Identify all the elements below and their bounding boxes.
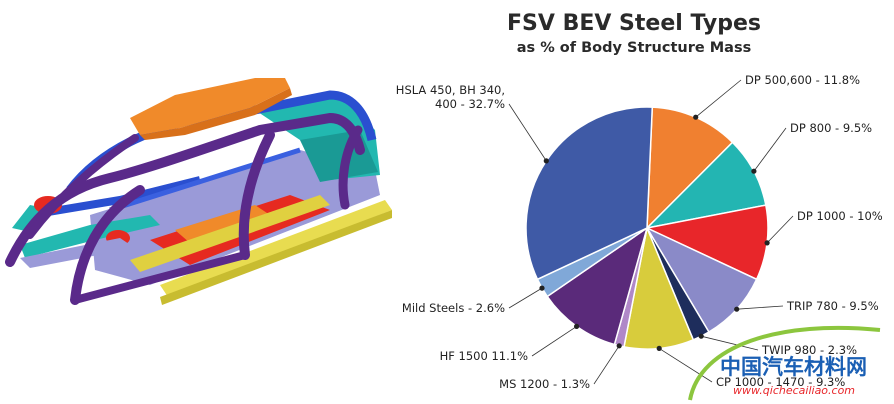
slice-label: DP 1000 - 10% bbox=[797, 209, 883, 223]
pie-labels: DP 500,600 - 11.8% DP 800 - 9.5% DP 1000 -… bbox=[396, 73, 883, 391]
leader-dot bbox=[616, 343, 622, 349]
slice-label: HSLA 450, BH 340, 400 - 32.7% bbox=[396, 83, 505, 111]
leader-dot bbox=[698, 333, 704, 339]
watermark-url: www.qichecailiao.com bbox=[733, 384, 855, 397]
lower-side-sill bbox=[73, 251, 247, 304]
pie-chart bbox=[525, 106, 769, 350]
leader-line bbox=[695, 79, 742, 118]
leader-line bbox=[508, 103, 547, 162]
a-pillar bbox=[70, 185, 145, 305]
frame-cross-member bbox=[109, 147, 301, 213]
slice-label: MS 1200 - 1.3% bbox=[499, 377, 590, 391]
leader-dot bbox=[539, 285, 545, 291]
slice-label: Mild Steels - 2.6% bbox=[402, 301, 505, 315]
leader-dot bbox=[656, 345, 662, 351]
pie-leader-lines bbox=[508, 79, 794, 385]
slice-label: TRIP 780 - 9.5% bbox=[786, 299, 879, 313]
slice-label: DP 500,600 - 11.8% bbox=[745, 73, 860, 87]
leader-line bbox=[508, 287, 543, 309]
leader-line bbox=[736, 305, 784, 310]
leader-dot bbox=[574, 323, 580, 329]
front-bumper-beam bbox=[20, 238, 135, 268]
chart-subtitle: as % of Body Structure Mass bbox=[517, 40, 751, 56]
sill-rail bbox=[160, 200, 392, 297]
front-teal-bracket bbox=[12, 205, 45, 232]
leader-dot bbox=[693, 114, 699, 120]
leader-dot bbox=[751, 168, 757, 174]
leader-dot bbox=[543, 158, 549, 164]
roof-edge bbox=[140, 88, 292, 140]
sill-rail-shadow bbox=[160, 210, 392, 305]
slice-label: TWIP 980 - 2.3% bbox=[761, 343, 857, 357]
watermark: 中国汽车材料网 www.qichecailiao.com bbox=[688, 325, 881, 401]
watermark-cn-text: 中国汽车材料网 bbox=[720, 355, 867, 379]
leader-dot bbox=[764, 240, 770, 246]
front-a-pillar-upper bbox=[26, 134, 139, 239]
chart-title: FSV BEV Steel Types bbox=[507, 11, 761, 36]
leader-line bbox=[753, 127, 787, 172]
leader-line bbox=[658, 348, 713, 383]
roof-panel bbox=[130, 78, 290, 135]
leader-line bbox=[531, 326, 577, 357]
slice-label: CP 1000 - 1470 - 9.3% bbox=[716, 375, 845, 389]
car-body-illustration bbox=[5, 78, 392, 305]
slice-label: DP 800 - 9.5% bbox=[790, 121, 872, 135]
watermark-swoosh bbox=[688, 325, 881, 401]
leader-line bbox=[593, 345, 620, 385]
leader-dot bbox=[734, 306, 740, 312]
c-pillar bbox=[338, 125, 363, 210]
leader-line bbox=[766, 215, 794, 244]
floor-yellow-strip bbox=[130, 195, 330, 272]
slice-label: HF 1500 11.1% bbox=[440, 349, 528, 363]
b-pillar bbox=[238, 130, 275, 260]
leader-line bbox=[701, 335, 759, 351]
